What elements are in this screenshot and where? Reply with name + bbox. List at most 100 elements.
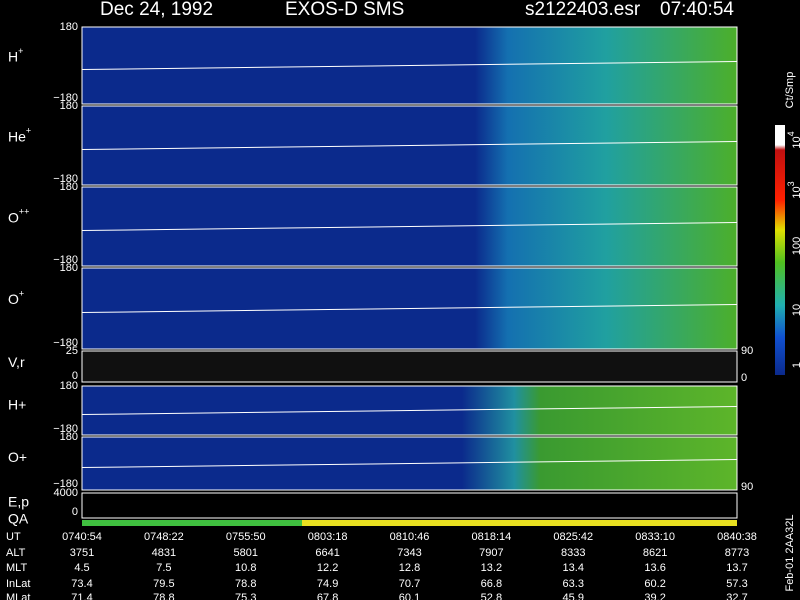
table-cell: 0840:38 xyxy=(717,531,757,543)
qa-strip-part xyxy=(82,520,302,526)
table-cell: 63.3 xyxy=(563,578,584,590)
trace xyxy=(81,222,738,231)
trace xyxy=(81,459,738,468)
colorbar-tick-label: 1 xyxy=(791,362,800,368)
qa-strip xyxy=(82,520,737,526)
y-tick-label: 180 xyxy=(60,431,78,443)
table-cell: 78.8 xyxy=(153,592,174,600)
table-cell: 12.8 xyxy=(399,562,420,574)
colorbar-tick-label: 10 xyxy=(791,304,800,316)
trace xyxy=(81,406,738,415)
row-label: MLat xyxy=(6,592,30,600)
table-cell: 71.4 xyxy=(71,592,92,600)
table-cell: 8333 xyxy=(561,547,585,559)
start-time: 07:40:54 xyxy=(660,0,734,20)
panel-label: E,p xyxy=(8,494,29,510)
y-tick-label: −180 xyxy=(53,254,78,266)
y-tick-label: 180 xyxy=(60,380,78,392)
table-cell: 7343 xyxy=(397,547,421,559)
table-cell: 39.2 xyxy=(644,592,665,600)
table-cell: 13.4 xyxy=(563,562,584,574)
table-cell: 78.8 xyxy=(235,578,256,590)
panel-label: O+ xyxy=(8,449,27,465)
y2-tick-label: 90 xyxy=(741,345,753,357)
colorbar-tick-sup: 4 xyxy=(786,131,796,136)
table-cell: 0803:18 xyxy=(308,531,348,543)
table-cell: 60.1 xyxy=(399,592,420,600)
panel-label-sup: ++ xyxy=(19,207,30,217)
table-cell: 13.7 xyxy=(726,562,747,574)
panel-label-sup: + xyxy=(19,289,24,299)
color-bar xyxy=(775,125,785,375)
panel-label: V,r xyxy=(8,354,25,370)
table-cell: 45.9 xyxy=(563,592,584,600)
trace xyxy=(81,141,738,150)
table-cell: 7.5 xyxy=(156,562,171,574)
table-cell: 6641 xyxy=(315,547,339,559)
table-cell: 3751 xyxy=(70,547,94,559)
table-cell: 0833:10 xyxy=(635,531,675,543)
y-tick-label: 0 xyxy=(72,506,78,518)
table-cell: 0748:22 xyxy=(144,531,184,543)
y2-tick-label: 0 xyxy=(741,372,747,384)
panel xyxy=(81,350,738,383)
row-label: ALT xyxy=(6,547,26,559)
y-tick-label: 4000 xyxy=(54,487,78,499)
y-tick-label: 25 xyxy=(66,345,78,357)
table-cell: 32.7 xyxy=(726,592,747,600)
panel-label: H+ xyxy=(8,46,23,64)
table-cell: 10.8 xyxy=(235,562,256,574)
panel-label: O+ xyxy=(8,289,24,307)
y-tick-label: 0 xyxy=(72,370,78,382)
date: Dec 24, 1992 xyxy=(100,0,213,20)
colorbar-tick-label: 103 xyxy=(786,181,800,198)
table-cell: 13.6 xyxy=(644,562,665,574)
table-cell: 70.7 xyxy=(399,578,420,590)
panel-label: He+ xyxy=(8,126,31,144)
table-cell: 67.8 xyxy=(317,592,338,600)
row-label: UT xyxy=(6,531,21,543)
y-tick-label: −180 xyxy=(53,92,78,104)
table-cell: 8621 xyxy=(643,547,667,559)
table-cell: 74.9 xyxy=(317,578,338,590)
y-tick-label: −180 xyxy=(53,337,78,349)
table-cell: 52.8 xyxy=(481,592,502,600)
table-cell: 73.4 xyxy=(71,578,92,590)
trace xyxy=(81,61,738,70)
panel-label: H+ xyxy=(8,396,26,412)
table-cell: 12.2 xyxy=(317,562,338,574)
y-tick-label: −180 xyxy=(53,478,78,490)
y-tick-label: 180 xyxy=(60,21,78,33)
table-cell: 79.5 xyxy=(153,578,174,590)
panel-label-sup: + xyxy=(26,126,31,136)
table-cell: 7907 xyxy=(479,547,503,559)
table-cell: 66.8 xyxy=(481,578,502,590)
table-cell: 0810:46 xyxy=(390,531,430,543)
table-cell: 13.2 xyxy=(481,562,502,574)
panel-label-sup: + xyxy=(18,46,23,56)
file-name: s2122403.esr xyxy=(525,0,641,20)
y-tick-label: −180 xyxy=(53,423,78,435)
y2-tick-label: 90 xyxy=(741,481,753,493)
table-cell: 75.3 xyxy=(235,592,256,600)
panel xyxy=(81,492,738,519)
colorbar-tick-sup: 3 xyxy=(786,181,796,186)
table-cell: 0818:14 xyxy=(471,531,511,543)
colorbar-unit: Ct/Smp xyxy=(784,72,796,109)
side-note: Feb-01 2AA32L xyxy=(784,514,796,591)
table-cell: 4.5 xyxy=(74,562,89,574)
table-cell: 60.2 xyxy=(644,578,665,590)
table-cell: 8773 xyxy=(725,547,749,559)
panel-label: O++ xyxy=(8,207,29,225)
row-label: InLat xyxy=(6,578,30,590)
colorbar-tick-label: 104 xyxy=(786,131,800,148)
y-tick-label: −180 xyxy=(53,173,78,185)
colorbar-tick-label: 100 xyxy=(791,237,800,255)
table-cell: 5801 xyxy=(234,547,258,559)
y-tick-label: 180 xyxy=(60,181,78,193)
table-cell: 4831 xyxy=(152,547,176,559)
table-cell: 0825:42 xyxy=(553,531,593,543)
table-cell: 57.3 xyxy=(726,578,747,590)
